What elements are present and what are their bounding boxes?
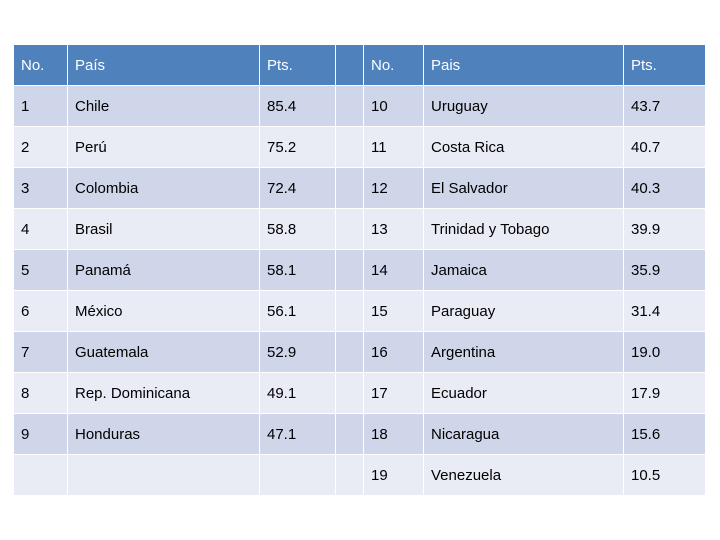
- table-cell: Guatemala: [68, 332, 260, 373]
- table-cell: 17.9: [624, 373, 706, 414]
- spacer-cell: [336, 86, 364, 127]
- spacer-cell: [336, 455, 364, 496]
- table-cell: 58.8: [260, 209, 336, 250]
- header-cell: País: [68, 45, 260, 86]
- header-cell: Pts.: [260, 45, 336, 86]
- table-cell: 56.1: [260, 291, 336, 332]
- table-cell: Nicaragua: [424, 414, 624, 455]
- table-cell: 8: [14, 373, 68, 414]
- table-cell: 1: [14, 86, 68, 127]
- spacer-cell: [336, 373, 364, 414]
- table-cell: 16: [364, 332, 424, 373]
- table-cell: 49.1: [260, 373, 336, 414]
- table-cell: 15.6: [624, 414, 706, 455]
- table-cell: 10: [364, 86, 424, 127]
- table-cell: Argentina: [424, 332, 624, 373]
- empty-cell: [260, 455, 336, 496]
- empty-cell: [68, 455, 260, 496]
- spacer-cell: [336, 209, 364, 250]
- table-cell: 5: [14, 250, 68, 291]
- table-cell: 40.3: [624, 168, 706, 209]
- spacer-cell: [336, 414, 364, 455]
- header-cell: Pts.: [624, 45, 706, 86]
- table-cell: 19.0: [624, 332, 706, 373]
- table-cell: 19: [364, 455, 424, 496]
- table-cell: 85.4: [260, 86, 336, 127]
- header-spacer: [336, 45, 364, 86]
- table-cell: Ecuador: [424, 373, 624, 414]
- table-cell: 2: [14, 127, 68, 168]
- table-cell: 39.9: [624, 209, 706, 250]
- table-cell: Colombia: [68, 168, 260, 209]
- table-cell: 6: [14, 291, 68, 332]
- table-cell: 12: [364, 168, 424, 209]
- spacer-cell: [336, 127, 364, 168]
- table-cell: 4: [14, 209, 68, 250]
- spacer-cell: [336, 291, 364, 332]
- spacer-cell: [336, 168, 364, 209]
- spacer-cell: [336, 250, 364, 291]
- table-cell: 17: [364, 373, 424, 414]
- table-cell: 10.5: [624, 455, 706, 496]
- table-cell: 43.7: [624, 86, 706, 127]
- table-cell: 31.4: [624, 291, 706, 332]
- table-cell: Paraguay: [424, 291, 624, 332]
- table-cell: 7: [14, 332, 68, 373]
- table-cell: México: [68, 291, 260, 332]
- table-cell: 75.2: [260, 127, 336, 168]
- table-cell: Rep. Dominicana: [68, 373, 260, 414]
- table-cell: Honduras: [68, 414, 260, 455]
- table-cell: Costa Rica: [424, 127, 624, 168]
- table-cell: 3: [14, 168, 68, 209]
- table-cell: Panamá: [68, 250, 260, 291]
- table-cell: 18: [364, 414, 424, 455]
- table-cell: 52.9: [260, 332, 336, 373]
- empty-cell: [14, 455, 68, 496]
- table-cell: 40.7: [624, 127, 706, 168]
- header-cell: No.: [14, 45, 68, 86]
- header-cell: Pais: [424, 45, 624, 86]
- table-cell: 72.4: [260, 168, 336, 209]
- table-cell: 35.9: [624, 250, 706, 291]
- spacer-cell: [336, 332, 364, 373]
- table-cell: Venezuela: [424, 455, 624, 496]
- table-cell: Trinidad y Tobago: [424, 209, 624, 250]
- table-cell: 47.1: [260, 414, 336, 455]
- table-cell: Brasil: [68, 209, 260, 250]
- table-cell: 15: [364, 291, 424, 332]
- table-cell: 14: [364, 250, 424, 291]
- table-cell: Chile: [68, 86, 260, 127]
- table-cell: Perú: [68, 127, 260, 168]
- table-cell: 9: [14, 414, 68, 455]
- header-cell: No.: [364, 45, 424, 86]
- table-cell: Jamaica: [424, 250, 624, 291]
- table-cell: Uruguay: [424, 86, 624, 127]
- table-cell: 11: [364, 127, 424, 168]
- table-cell: 13: [364, 209, 424, 250]
- table-cell: El Salvador: [424, 168, 624, 209]
- table-cell: 58.1: [260, 250, 336, 291]
